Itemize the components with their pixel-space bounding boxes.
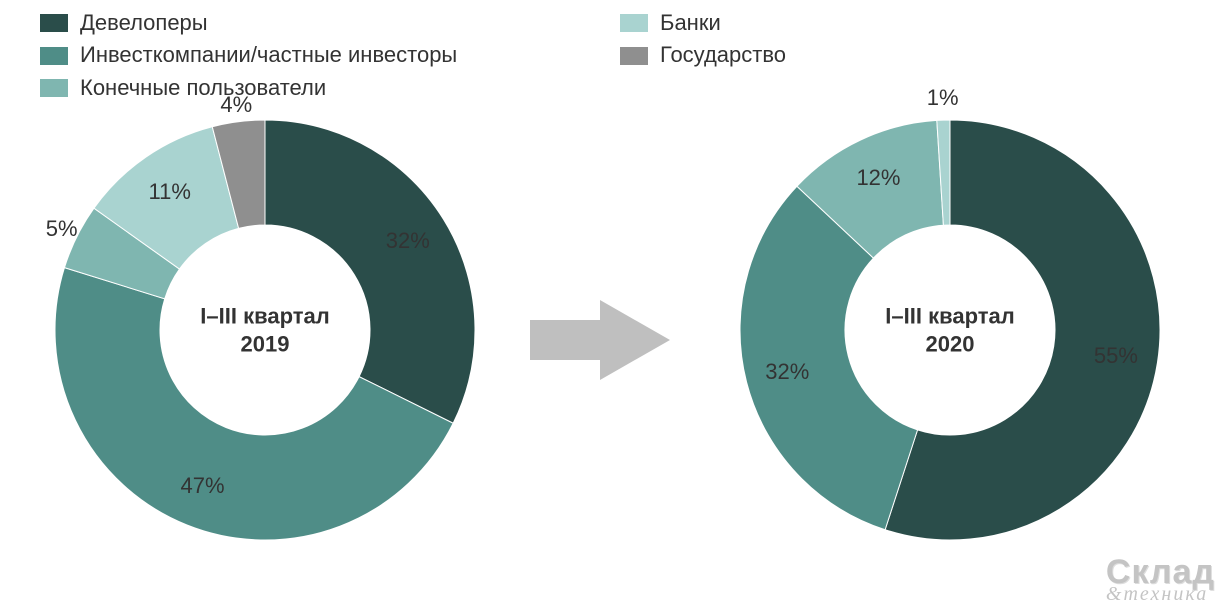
slice-label-investco: 47% [181,473,225,499]
legend-label-investco: Инвесткомпании/частные инвесторы [80,42,457,68]
slice-label-banks: 1% [927,85,959,111]
legend-left: Девелоперы Инвесткомпании/частные инвесто… [40,10,457,101]
slice-label-banks: 11% [149,179,191,205]
legend-swatch-endusers [40,79,68,97]
legend-right: Банки Государство [620,10,786,69]
donut-2019: I–III квартал 2019 32%47%5%11%4% [55,120,475,540]
legend-swatch-developers [40,14,68,32]
legend-label-endusers: Конечные пользователи [80,75,326,101]
slice-label-investco: 32% [765,359,809,385]
donut-2020-center-line2: 2020 [926,331,975,356]
slice-label-gov: 4% [220,92,252,118]
slice-label-developers: 32% [386,228,430,254]
legend-label-gov: Государство [660,42,786,68]
legend-item-investco: Инвесткомпании/частные инвесторы [40,42,457,68]
legend-item-developers: Девелоперы [40,10,457,36]
slice-label-developers: 55% [1094,343,1138,369]
legend-item-gov: Государство [620,42,786,68]
legend-item-banks: Банки [620,10,786,36]
donut-2020-center-line1: I–III квартал [885,304,1014,329]
watermark: Склад &техника [1106,559,1215,602]
donut-2019-center-line1: I–III квартал [200,304,329,329]
legend-swatch-gov [620,47,648,65]
charts-row: I–III квартал 2019 32%47%5%11%4% I–III к… [0,110,1225,610]
donut-2020-center-label: I–III квартал 2020 [885,303,1014,358]
legend-label-developers: Девелоперы [80,10,208,36]
watermark-line1: Склад [1106,559,1215,586]
legend-swatch-investco [40,47,68,65]
donut-2019-center-line2: 2019 [241,331,290,356]
legend-swatch-banks [620,14,648,32]
slice-label-endusers: 12% [856,165,900,191]
donut-2020: I–III квартал 2020 55%32%12%1% [740,120,1160,540]
donut-2019-center-label: I–III квартал 2019 [200,303,329,358]
page-root: Девелоперы Инвесткомпании/частные инвесто… [0,0,1225,612]
arrow-icon [530,300,670,380]
slice-label-endusers: 5% [46,216,78,242]
watermark-line2: &техника [1106,586,1215,602]
legend-label-banks: Банки [660,10,721,36]
